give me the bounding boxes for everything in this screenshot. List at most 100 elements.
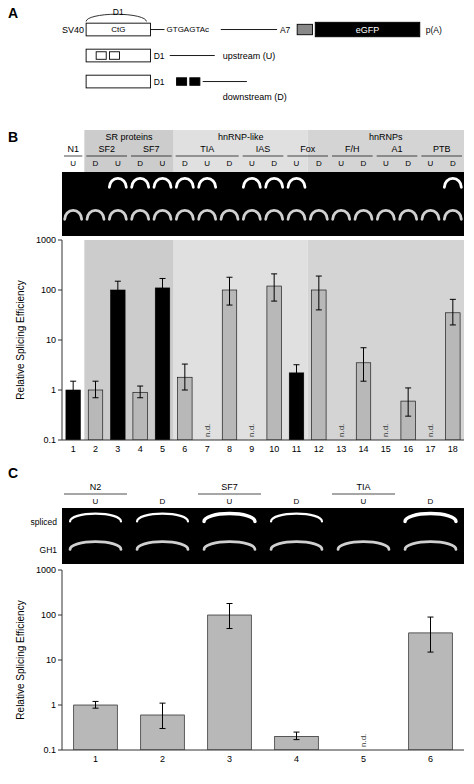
panel-label: C xyxy=(8,465,18,481)
gel-band xyxy=(271,542,322,550)
y-tick xyxy=(58,340,62,341)
gel-band xyxy=(137,514,188,522)
subgroup-label: N1 xyxy=(67,144,79,154)
annotation: p(A) xyxy=(426,25,442,35)
group-shading xyxy=(174,240,308,440)
intron-line xyxy=(170,55,215,56)
x-tick-label: 3 xyxy=(227,754,232,764)
error-stem xyxy=(184,364,185,390)
error-stem xyxy=(408,388,409,416)
y-tick-label: 1 xyxy=(51,385,56,395)
lane-label: U xyxy=(115,159,121,168)
error-cap xyxy=(93,381,99,382)
x-tick-label: 3 xyxy=(115,444,120,454)
y-tick xyxy=(58,615,62,616)
error-cap xyxy=(428,652,434,653)
x-tick-label: 13 xyxy=(336,444,346,454)
error-cap xyxy=(160,703,166,704)
lane-label: U xyxy=(160,159,166,168)
x-tick-label: 10 xyxy=(269,444,279,454)
x-tick-label: 18 xyxy=(448,444,458,454)
error-stem xyxy=(73,381,74,398)
gel-label: spliced xyxy=(31,517,58,527)
small-exon xyxy=(297,24,312,34)
gel-band xyxy=(422,210,439,219)
y-tick xyxy=(58,290,62,291)
group-label: hnRNPs xyxy=(369,132,403,142)
panel-label: A xyxy=(8,5,18,21)
bar xyxy=(66,390,81,440)
x-tick-label: 5 xyxy=(361,754,366,764)
lane-label: U xyxy=(338,159,344,168)
subgroup-underline xyxy=(131,156,172,157)
error-bar xyxy=(405,388,411,416)
error-cap xyxy=(137,386,143,387)
error-stem xyxy=(318,276,319,310)
y-tick xyxy=(58,750,62,751)
element-box xyxy=(177,78,187,86)
subgroup-underline xyxy=(332,494,395,495)
group-label: SR proteins xyxy=(105,132,153,142)
gel-band xyxy=(65,210,82,219)
group-shading xyxy=(308,240,464,440)
y-tick xyxy=(58,660,62,661)
y-tick xyxy=(58,390,62,391)
gel-band xyxy=(243,178,260,187)
error-cap xyxy=(160,278,166,279)
gel-band xyxy=(199,210,216,219)
error-cap xyxy=(160,728,166,729)
x-tick-label: 7 xyxy=(205,444,210,454)
subgroup-label: PTB xyxy=(433,144,451,154)
gel-band xyxy=(132,210,149,219)
lane-label: D xyxy=(316,159,322,168)
subgroup-underline xyxy=(287,156,328,157)
error-cap xyxy=(361,381,367,382)
error-cap xyxy=(316,276,322,277)
lane-label: U xyxy=(249,159,255,168)
x-axis xyxy=(62,750,464,751)
annotation: eGFP xyxy=(356,25,380,35)
error-cap xyxy=(405,416,411,417)
error-cap xyxy=(115,297,121,298)
group-shading xyxy=(174,130,308,172)
error-bar xyxy=(316,276,322,310)
lane-label: U xyxy=(428,159,434,168)
figure: SV40CtGGTGAGTAcA7eGFPp(A)D1D1upstream (U… xyxy=(0,0,474,784)
error-cap xyxy=(93,708,99,709)
gel-band xyxy=(400,210,417,219)
gel-band xyxy=(338,542,389,550)
y-tick-label: 1000 xyxy=(36,235,56,245)
x-tick-label: 16 xyxy=(403,444,413,454)
value-label: n.d. xyxy=(203,424,212,437)
gel-band xyxy=(355,210,372,219)
error-bar xyxy=(294,732,300,740)
x-tick-label: 6 xyxy=(428,754,433,764)
subgroup-label: SF7 xyxy=(143,144,160,154)
error-cap xyxy=(294,732,300,733)
panel: BSR proteinshnRNP-likehnRNPsN1SF2SF7TIAI… xyxy=(8,129,464,454)
x-tick-label: 4 xyxy=(138,444,143,454)
panel: CN2SF7TIAUDUDUDsplicedGH1n.d.0.111010010… xyxy=(8,465,464,764)
y-tick-label: 0.1 xyxy=(43,745,56,755)
group-shading xyxy=(84,240,173,440)
bar xyxy=(289,373,304,440)
bar xyxy=(88,390,103,440)
error-stem xyxy=(229,277,230,305)
gel-band xyxy=(199,178,216,187)
subgroup-underline xyxy=(64,494,127,495)
gel-band xyxy=(109,178,126,187)
lane-label: D xyxy=(160,497,166,506)
error-bar xyxy=(160,703,166,728)
annotation: downstream (D) xyxy=(223,92,287,102)
bar xyxy=(267,286,282,440)
lane-label: D xyxy=(294,497,300,506)
value-label: n.d. xyxy=(426,424,435,437)
gel-band xyxy=(204,514,255,522)
error-cap xyxy=(93,701,99,702)
gel-label: GH1 xyxy=(40,545,58,555)
bar xyxy=(133,392,148,440)
error-cap xyxy=(115,281,121,282)
lane-label: U xyxy=(204,159,210,168)
background xyxy=(0,0,474,784)
error-stem xyxy=(274,274,275,301)
